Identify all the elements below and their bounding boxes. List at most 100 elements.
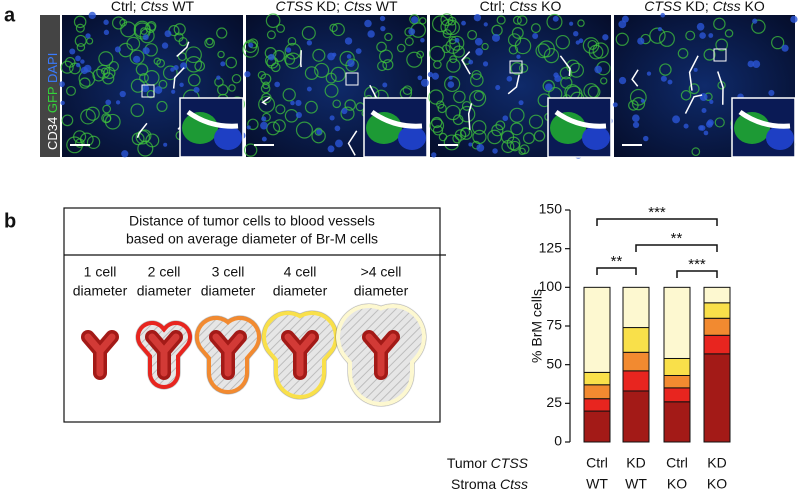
nucleus — [613, 102, 618, 107]
nucleus — [475, 48, 483, 56]
column-label: >4 cell — [361, 264, 402, 280]
x-tick-label: KO — [667, 476, 687, 492]
nucleus — [468, 60, 473, 65]
nucleus — [455, 38, 460, 43]
column-label: diameter — [73, 283, 128, 299]
nucleus — [335, 126, 341, 132]
nucleus — [752, 19, 757, 24]
nucleus — [706, 121, 713, 128]
label-part: KD; — [682, 0, 713, 14]
nucleus — [103, 20, 108, 25]
nucleus — [89, 12, 96, 19]
nucleus — [569, 22, 573, 26]
nucleus — [307, 87, 312, 92]
nucleus — [76, 63, 80, 67]
nucleus — [672, 115, 680, 123]
nucleus — [216, 75, 220, 79]
nucleus — [115, 46, 121, 52]
panel-letter: b — [4, 210, 16, 232]
bar-segment — [664, 287, 690, 358]
nucleus — [220, 61, 225, 66]
nucleus — [781, 45, 788, 52]
nucleus — [116, 100, 120, 104]
nucleus — [502, 115, 508, 121]
bar-segment — [664, 388, 690, 402]
nucleus — [474, 14, 481, 21]
nucleus — [364, 20, 372, 28]
nucleus — [495, 85, 500, 90]
nucleus — [428, 72, 433, 77]
row-label-gene: Ctss — [500, 476, 528, 492]
image-label: Ctrl; Ctss WT — [111, 0, 195, 14]
nucleus — [165, 30, 172, 37]
bar-segment — [704, 287, 730, 302]
stain-label: CD34 GFP DAPI — [45, 53, 60, 150]
y-tick-label: 75 — [546, 317, 562, 333]
nucleus — [59, 81, 65, 87]
nucleus — [133, 56, 140, 63]
nucleus — [85, 33, 90, 38]
nucleus — [296, 112, 302, 118]
bar-segment — [704, 303, 730, 318]
nucleus — [476, 144, 484, 152]
nucleus — [694, 68, 698, 72]
stain-name: CD34 — [45, 113, 60, 150]
nucleus — [295, 100, 301, 106]
nucleus — [141, 85, 149, 93]
bar-segment — [623, 352, 649, 371]
bar-segment — [664, 358, 690, 375]
nucleus — [411, 16, 418, 23]
row-label-gene: CTSS — [491, 455, 529, 471]
nucleus — [80, 59, 84, 63]
nucleus — [532, 33, 538, 39]
row-label: Stroma Ctss — [451, 476, 528, 492]
row-label-text: Stroma — [451, 476, 500, 492]
x-tick-label: Ctrl — [586, 455, 608, 471]
nucleus — [347, 60, 354, 67]
nucleus — [121, 150, 128, 157]
nucleus — [248, 43, 253, 48]
nucleus — [519, 100, 524, 105]
nucleus — [104, 30, 109, 35]
nucleus — [658, 27, 662, 31]
y-tick-label: 50 — [546, 355, 562, 371]
nucleus — [120, 91, 126, 97]
nucleus — [492, 148, 497, 153]
nucleus — [579, 38, 584, 43]
inset-nucleus — [766, 126, 794, 150]
nucleus — [468, 142, 472, 146]
bar-segment — [704, 335, 730, 354]
column-label: 2 cell — [148, 264, 181, 280]
nucleus — [668, 80, 673, 85]
nucleus — [708, 33, 713, 38]
column-label: diameter — [137, 283, 192, 299]
nucleus — [75, 55, 81, 61]
nucleus — [380, 26, 385, 31]
column-label: diameter — [201, 283, 256, 299]
nucleus — [431, 152, 436, 157]
significance-label: *** — [688, 256, 706, 273]
nucleus — [262, 137, 267, 142]
nucleus — [290, 101, 295, 106]
label-part: KO — [537, 0, 561, 14]
nucleus — [171, 90, 175, 94]
column-label: diameter — [273, 283, 328, 299]
nucleus — [637, 37, 644, 44]
nucleus — [701, 108, 706, 113]
nucleus — [516, 55, 520, 59]
nucleus — [335, 140, 343, 148]
nucleus — [345, 37, 352, 44]
nucleus — [286, 47, 291, 52]
nucleus — [247, 125, 251, 129]
nucleus — [260, 122, 268, 130]
bar-segment — [584, 372, 610, 384]
x-tick-label: KD — [707, 455, 726, 471]
nucleus — [174, 65, 179, 70]
label-part: Ctss — [713, 0, 741, 14]
nucleus — [573, 31, 578, 36]
significance-label: ** — [671, 230, 683, 247]
micrograph — [59, 12, 245, 158]
image-label: Ctrl; Ctss KO — [480, 0, 562, 14]
column-label: 3 cell — [212, 264, 245, 280]
nucleus — [330, 115, 335, 120]
